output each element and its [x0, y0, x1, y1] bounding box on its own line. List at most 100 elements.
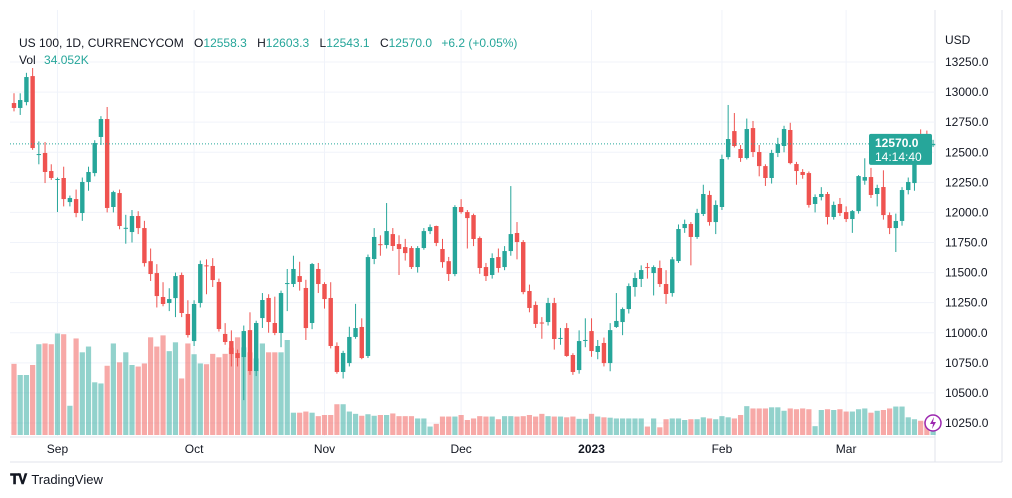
candle-body: [86, 171, 91, 182]
candle: [185, 300, 191, 338]
candle-body: [819, 194, 824, 198]
volume-bar: [520, 416, 526, 435]
volume-bar: [862, 408, 868, 435]
volume-bar: [793, 409, 800, 435]
candle-body: [502, 251, 507, 268]
candle: [285, 268, 290, 312]
candle: [601, 337, 607, 367]
candle-body: [843, 212, 849, 220]
volume-bar: [607, 417, 613, 435]
volume-bar: [818, 410, 824, 435]
candle-body: [676, 229, 681, 262]
candle-body: [614, 320, 619, 327]
y-tick-label: 12250.0: [945, 175, 989, 189]
candle: [906, 177, 911, 195]
candle: [570, 353, 576, 375]
candle: [713, 200, 718, 235]
candle-body: [837, 203, 843, 214]
volume-bar: [750, 408, 756, 435]
volume-bar: [514, 416, 520, 435]
candle-body: [831, 204, 836, 217]
candle-body: [278, 293, 284, 333]
y-tick-label: 12750.0: [945, 115, 989, 129]
volume-bar: [104, 365, 110, 435]
candle-body: [67, 197, 73, 203]
volume-bar: [17, 375, 23, 435]
candle: [806, 171, 812, 208]
volume-bar: [73, 338, 79, 435]
tradingview-brand[interactable]: 𝐓𝐕 TradingView: [10, 471, 103, 488]
candle-body: [489, 258, 495, 275]
candle-body: [235, 353, 240, 359]
volume-bar: [508, 416, 514, 435]
candle-body: [471, 215, 476, 240]
candle: [247, 312, 253, 375]
volume-bar: [42, 343, 48, 435]
volume-bar: [458, 415, 464, 435]
volume-bar: [557, 416, 564, 435]
candle: [266, 294, 271, 333]
currency-label: USD: [945, 33, 971, 47]
candle-body: [701, 194, 706, 214]
candle: [67, 195, 73, 207]
candle: [688, 222, 694, 266]
volume-bar: [837, 409, 843, 435]
high-label: H: [257, 36, 266, 50]
volume-bar: [54, 333, 61, 435]
candle: [36, 141, 42, 165]
candle: [620, 307, 625, 336]
candle-body: [384, 231, 389, 246]
volume-bar: [234, 337, 241, 435]
volume-bar: [172, 342, 179, 435]
candle: [862, 158, 867, 185]
candle: [92, 140, 97, 177]
volume-bar: [545, 416, 551, 435]
candle: [340, 350, 346, 379]
volume-bar: [203, 364, 210, 435]
volume-bar: [365, 414, 371, 435]
candle-body: [371, 236, 377, 259]
volume-bar: [855, 409, 862, 435]
candle: [440, 238, 445, 268]
low-value: 12543.1: [326, 36, 370, 50]
candle-body: [881, 187, 886, 216]
volume-bar: [483, 416, 489, 435]
volume-bar: [390, 413, 396, 435]
x-tick-label: Mar: [836, 442, 857, 456]
volume-bar: [427, 426, 433, 435]
candle-body: [775, 144, 781, 153]
volume-bar: [694, 419, 700, 435]
candle-body: [483, 267, 489, 277]
candle-body: [508, 234, 513, 252]
volume-bar: [30, 365, 36, 435]
candle: [750, 120, 756, 158]
candle: [781, 125, 787, 153]
candle: [191, 300, 197, 346]
volume-bar: [657, 427, 663, 435]
candle: [42, 142, 48, 184]
volume-bar: [247, 352, 253, 435]
candle: [850, 210, 855, 233]
candle: [409, 246, 414, 269]
x-tick-label: Sep: [47, 442, 69, 456]
candle: [496, 248, 501, 273]
candle: [732, 113, 737, 148]
volume-bar: [887, 408, 893, 435]
candle-body: [601, 342, 607, 364]
volume-bar: [166, 351, 172, 435]
volume-bar: [191, 354, 197, 435]
volume-bar: [408, 416, 415, 435]
volume-bar: [79, 352, 85, 435]
candle-body: [427, 227, 433, 232]
volume-bar: [849, 411, 855, 435]
volume-bar: [377, 415, 383, 435]
volume-bar: [154, 346, 160, 435]
ohlc-row: US 100, 1D, CURRENCYCOM O12558.3 H12603.…: [19, 35, 517, 52]
candle: [514, 222, 520, 260]
volume-bar: [272, 352, 278, 435]
volume-bar: [129, 365, 135, 435]
candle: [61, 166, 66, 207]
candle-body: [874, 187, 880, 195]
volume-bar: [731, 418, 737, 435]
